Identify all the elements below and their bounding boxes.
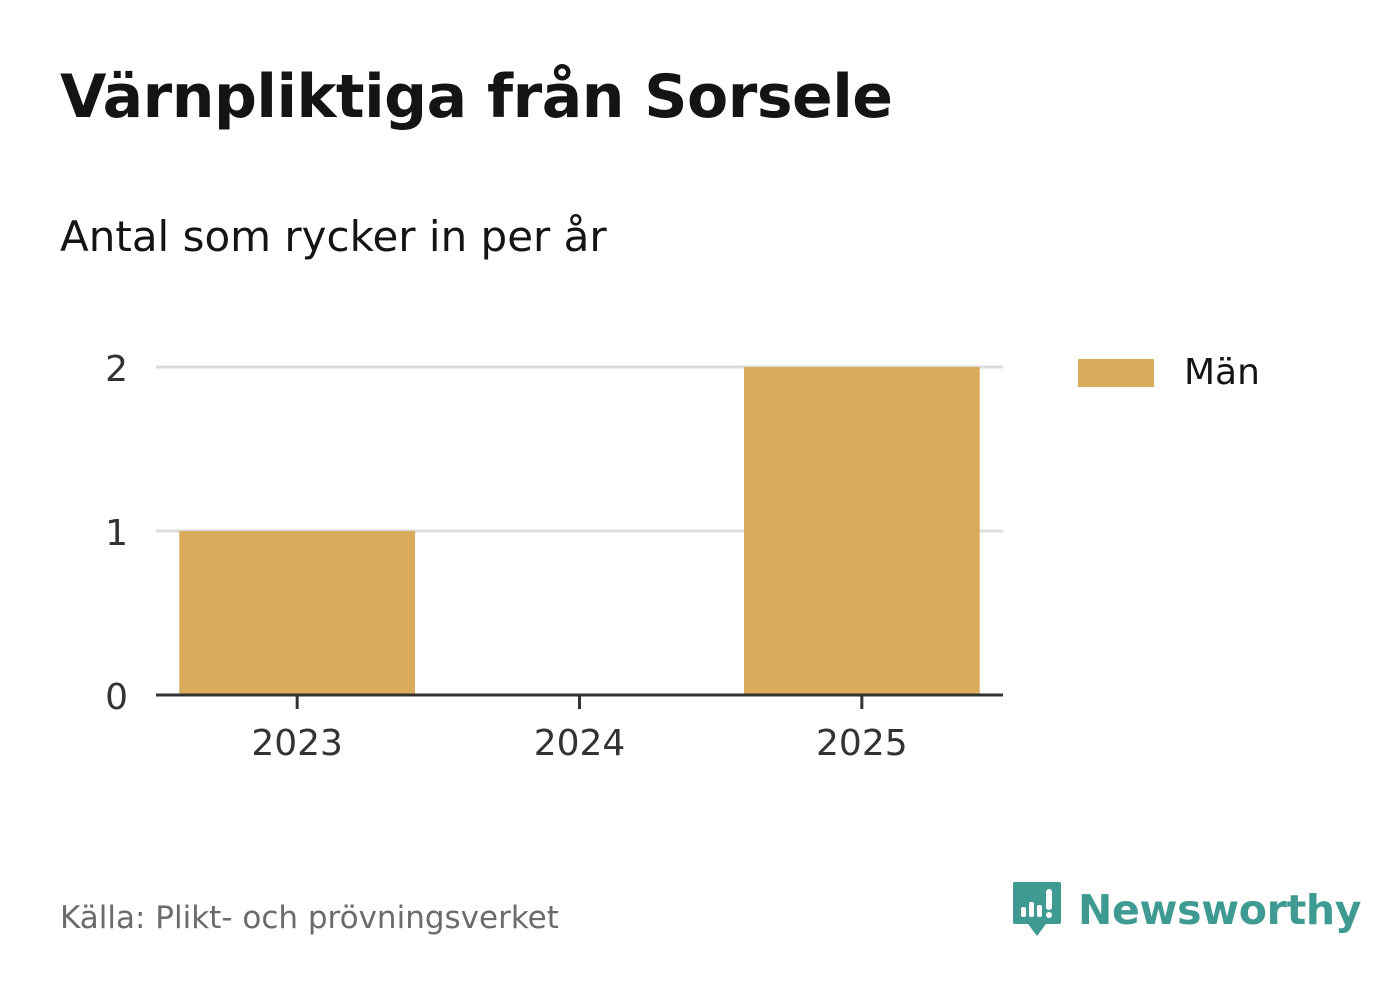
legend-label: Män (1184, 352, 1260, 393)
bars (179, 367, 980, 695)
legend: Män (1078, 352, 1260, 393)
source-note: Källa: Plikt- och prövningsverket (60, 900, 559, 936)
chart-title: Värnpliktiga från Sorsele (60, 62, 893, 132)
legend-swatch (1078, 358, 1154, 387)
x-tick-label: 2023 (251, 723, 343, 764)
x-tick-label: 2025 (816, 723, 908, 764)
chart-subtitle: Antal som rycker in per år (60, 212, 607, 261)
y-tick-label: 2 (105, 349, 128, 390)
bar-2023 (179, 531, 416, 695)
brand: Newsworthy (1012, 880, 1361, 940)
brand-name: Newsworthy (1078, 886, 1362, 934)
axes: 0 1 2 2023 2024 2025 (105, 349, 1003, 764)
y-tick-label: 1 (105, 513, 128, 554)
newsworthy-logo-icon (1013, 882, 1061, 936)
x-tick-label: 2024 (534, 723, 626, 764)
bar-2025 (743, 367, 980, 695)
y-tick-label: 0 (105, 677, 128, 718)
